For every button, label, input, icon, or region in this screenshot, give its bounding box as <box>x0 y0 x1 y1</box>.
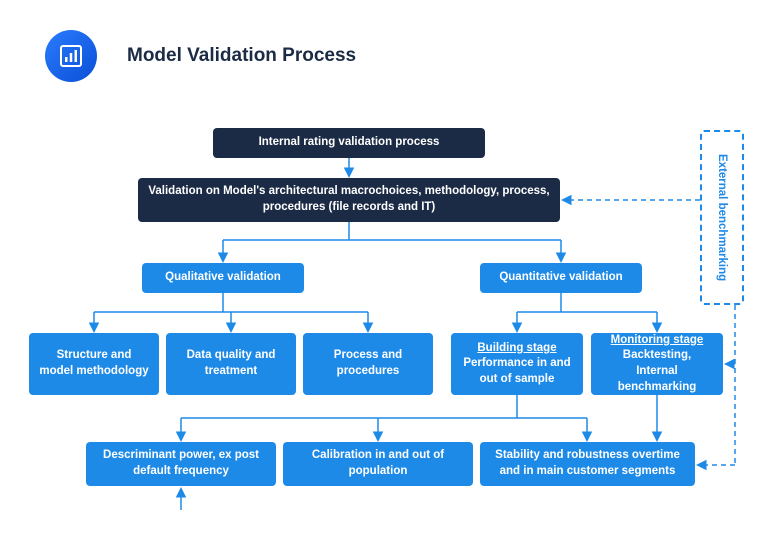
node-structure: Structure and model methodology <box>29 333 159 395</box>
node-stability: Stability and robustness overtime and in… <box>480 442 695 486</box>
node-external-benchmarking: External benchmarking <box>700 130 744 305</box>
node-calibration: Calibration in and out of population <box>283 442 473 486</box>
node-monitoring-stage: Monitoring stage Backtesting, Internal b… <box>591 333 723 395</box>
node-data-quality: Data quality and treatment <box>166 333 296 395</box>
node-process: Process and procedures <box>303 333 433 395</box>
node-macro: Validation on Model's architectural macr… <box>138 178 560 222</box>
node-quantitative: Quantitative validation <box>480 263 642 293</box>
bar-chart-icon <box>59 44 83 68</box>
node-root: Internal rating validation process <box>213 128 485 158</box>
node-discriminant: Descriminant power, ex post default freq… <box>86 442 276 486</box>
node-monitoring-sub: Backtesting, Internal benchmarking <box>601 348 713 395</box>
page-title: Model Validation Process <box>127 45 356 67</box>
node-building-title: Building stage <box>477 341 556 357</box>
chart-icon <box>45 30 97 82</box>
node-qualitative: Qualitative validation <box>142 263 304 293</box>
header: Model Validation Process <box>45 30 356 82</box>
node-building-sub: Performance in and out of sample <box>461 356 573 387</box>
node-external-label: External benchmarking <box>716 154 728 281</box>
node-monitoring-title: Monitoring stage <box>611 333 704 349</box>
node-building-stage: Building stage Performance in and out of… <box>451 333 583 395</box>
